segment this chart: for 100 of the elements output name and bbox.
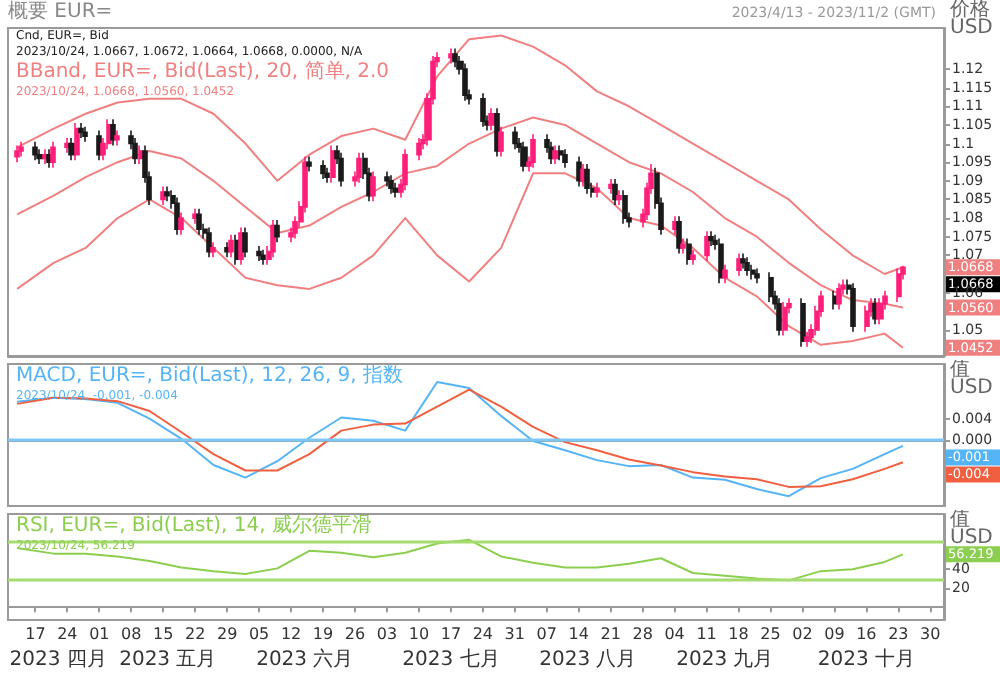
candlestick <box>680 237 686 255</box>
x2-tick-label: 2023 九月 <box>676 647 774 671</box>
candlestick <box>132 137 138 165</box>
candlestick <box>306 155 312 173</box>
candlestick <box>256 245 262 262</box>
x-tick-label: 22 <box>185 625 206 643</box>
x-tick-label: 09 <box>824 625 845 643</box>
candlestick <box>896 267 902 303</box>
annotation: RSI, EUR=, Bid(Last), 14, 威尔德平滑 <box>16 513 372 537</box>
x-tick-label: 01 <box>89 625 110 643</box>
line-series <box>16 172 904 349</box>
x-tick-label: 02 <box>792 625 813 643</box>
candlestick <box>552 144 560 165</box>
candlestick <box>242 226 248 259</box>
candlestick <box>448 47 454 65</box>
line-series <box>16 34 904 275</box>
candlestick <box>686 237 692 266</box>
candlestick <box>36 148 44 165</box>
candlestick <box>114 129 120 147</box>
x2-tick-label: 2023 五月 <box>119 649 217 671</box>
candlestick <box>718 237 724 285</box>
candlestick <box>480 92 486 128</box>
candlestick <box>50 140 56 169</box>
candlestick <box>608 178 614 195</box>
candlestick <box>402 148 408 191</box>
candlestick <box>584 163 590 195</box>
candlestick <box>110 118 116 147</box>
candlestick <box>850 282 856 333</box>
candlestick <box>270 219 276 259</box>
candlestick <box>744 256 750 277</box>
candlestick <box>74 122 80 162</box>
candlestick <box>672 215 678 236</box>
candlestick <box>612 178 618 206</box>
x-tick-label: 19 <box>312 625 334 643</box>
x-tick-label: 10 <box>408 625 430 643</box>
candlestick <box>722 263 728 285</box>
candlestick <box>274 219 280 244</box>
candlestick <box>82 125 88 143</box>
x-tick-label: 16 <box>856 625 877 643</box>
candlestick <box>520 140 528 173</box>
line-series <box>16 116 904 309</box>
x-tick-label: 31 <box>504 625 525 643</box>
candlestick <box>160 185 166 206</box>
candlestick <box>238 226 244 266</box>
candlestick <box>740 252 746 270</box>
candlestick <box>32 140 38 162</box>
candlestick <box>224 241 230 259</box>
candlestick <box>452 47 458 68</box>
candlestick <box>782 301 788 337</box>
candlestick <box>754 267 760 285</box>
candlestick <box>498 125 504 158</box>
candlestick <box>260 248 266 266</box>
x-tick-label: 24 <box>472 625 494 643</box>
x-tick-label: 28 <box>632 625 653 643</box>
candlestick <box>558 144 564 162</box>
candlestick <box>392 181 400 199</box>
candlestick <box>530 133 536 169</box>
candlestick <box>768 271 774 303</box>
x2-tick-label: 2023 八月 <box>539 649 637 671</box>
candlestick <box>494 107 500 158</box>
candlestick <box>228 234 234 259</box>
candlestick <box>416 137 422 162</box>
candlestick <box>708 230 714 247</box>
x-tick-label: 21 <box>600 625 621 643</box>
candlestick <box>800 297 806 348</box>
candlestick <box>210 241 216 259</box>
candlestick <box>488 107 496 132</box>
candlestick <box>512 125 518 150</box>
candlestick <box>864 304 870 333</box>
candlestick <box>206 226 212 259</box>
candlestick <box>14 144 20 163</box>
x-tick-label: 30 <box>920 625 941 643</box>
x-tick-label: 17 <box>25 625 46 643</box>
x2-tick-label: 2023 四月 <box>9 649 107 671</box>
candlestick <box>690 248 696 266</box>
candlestick <box>174 196 180 236</box>
candlestick <box>46 148 52 169</box>
x-tick-label: 07 <box>536 625 557 643</box>
candlestick <box>330 144 336 184</box>
candlestick <box>876 297 884 326</box>
candlestick <box>622 189 628 225</box>
x-tick-label: 15 <box>153 625 174 643</box>
x2-tick-label: 2023 七月 <box>402 647 500 671</box>
x-tick-label: 24 <box>57 625 78 643</box>
x-tick-label: 18 <box>728 625 749 643</box>
candlestick <box>196 207 202 236</box>
candlestick <box>676 215 682 255</box>
x-tick-label: 12 <box>280 625 302 643</box>
candlestick <box>776 297 782 337</box>
candlestick <box>462 62 468 102</box>
candlestick <box>616 189 622 206</box>
candlestick <box>548 140 554 165</box>
x-tick-label: 14 <box>568 625 589 643</box>
candlestick <box>804 330 810 348</box>
x2-tick-label: 2023 六月 <box>256 647 354 671</box>
candlestick <box>736 252 742 277</box>
candlestick <box>338 152 344 188</box>
candlestick <box>388 174 394 195</box>
candlestick <box>96 129 102 162</box>
candlestick <box>192 207 198 225</box>
